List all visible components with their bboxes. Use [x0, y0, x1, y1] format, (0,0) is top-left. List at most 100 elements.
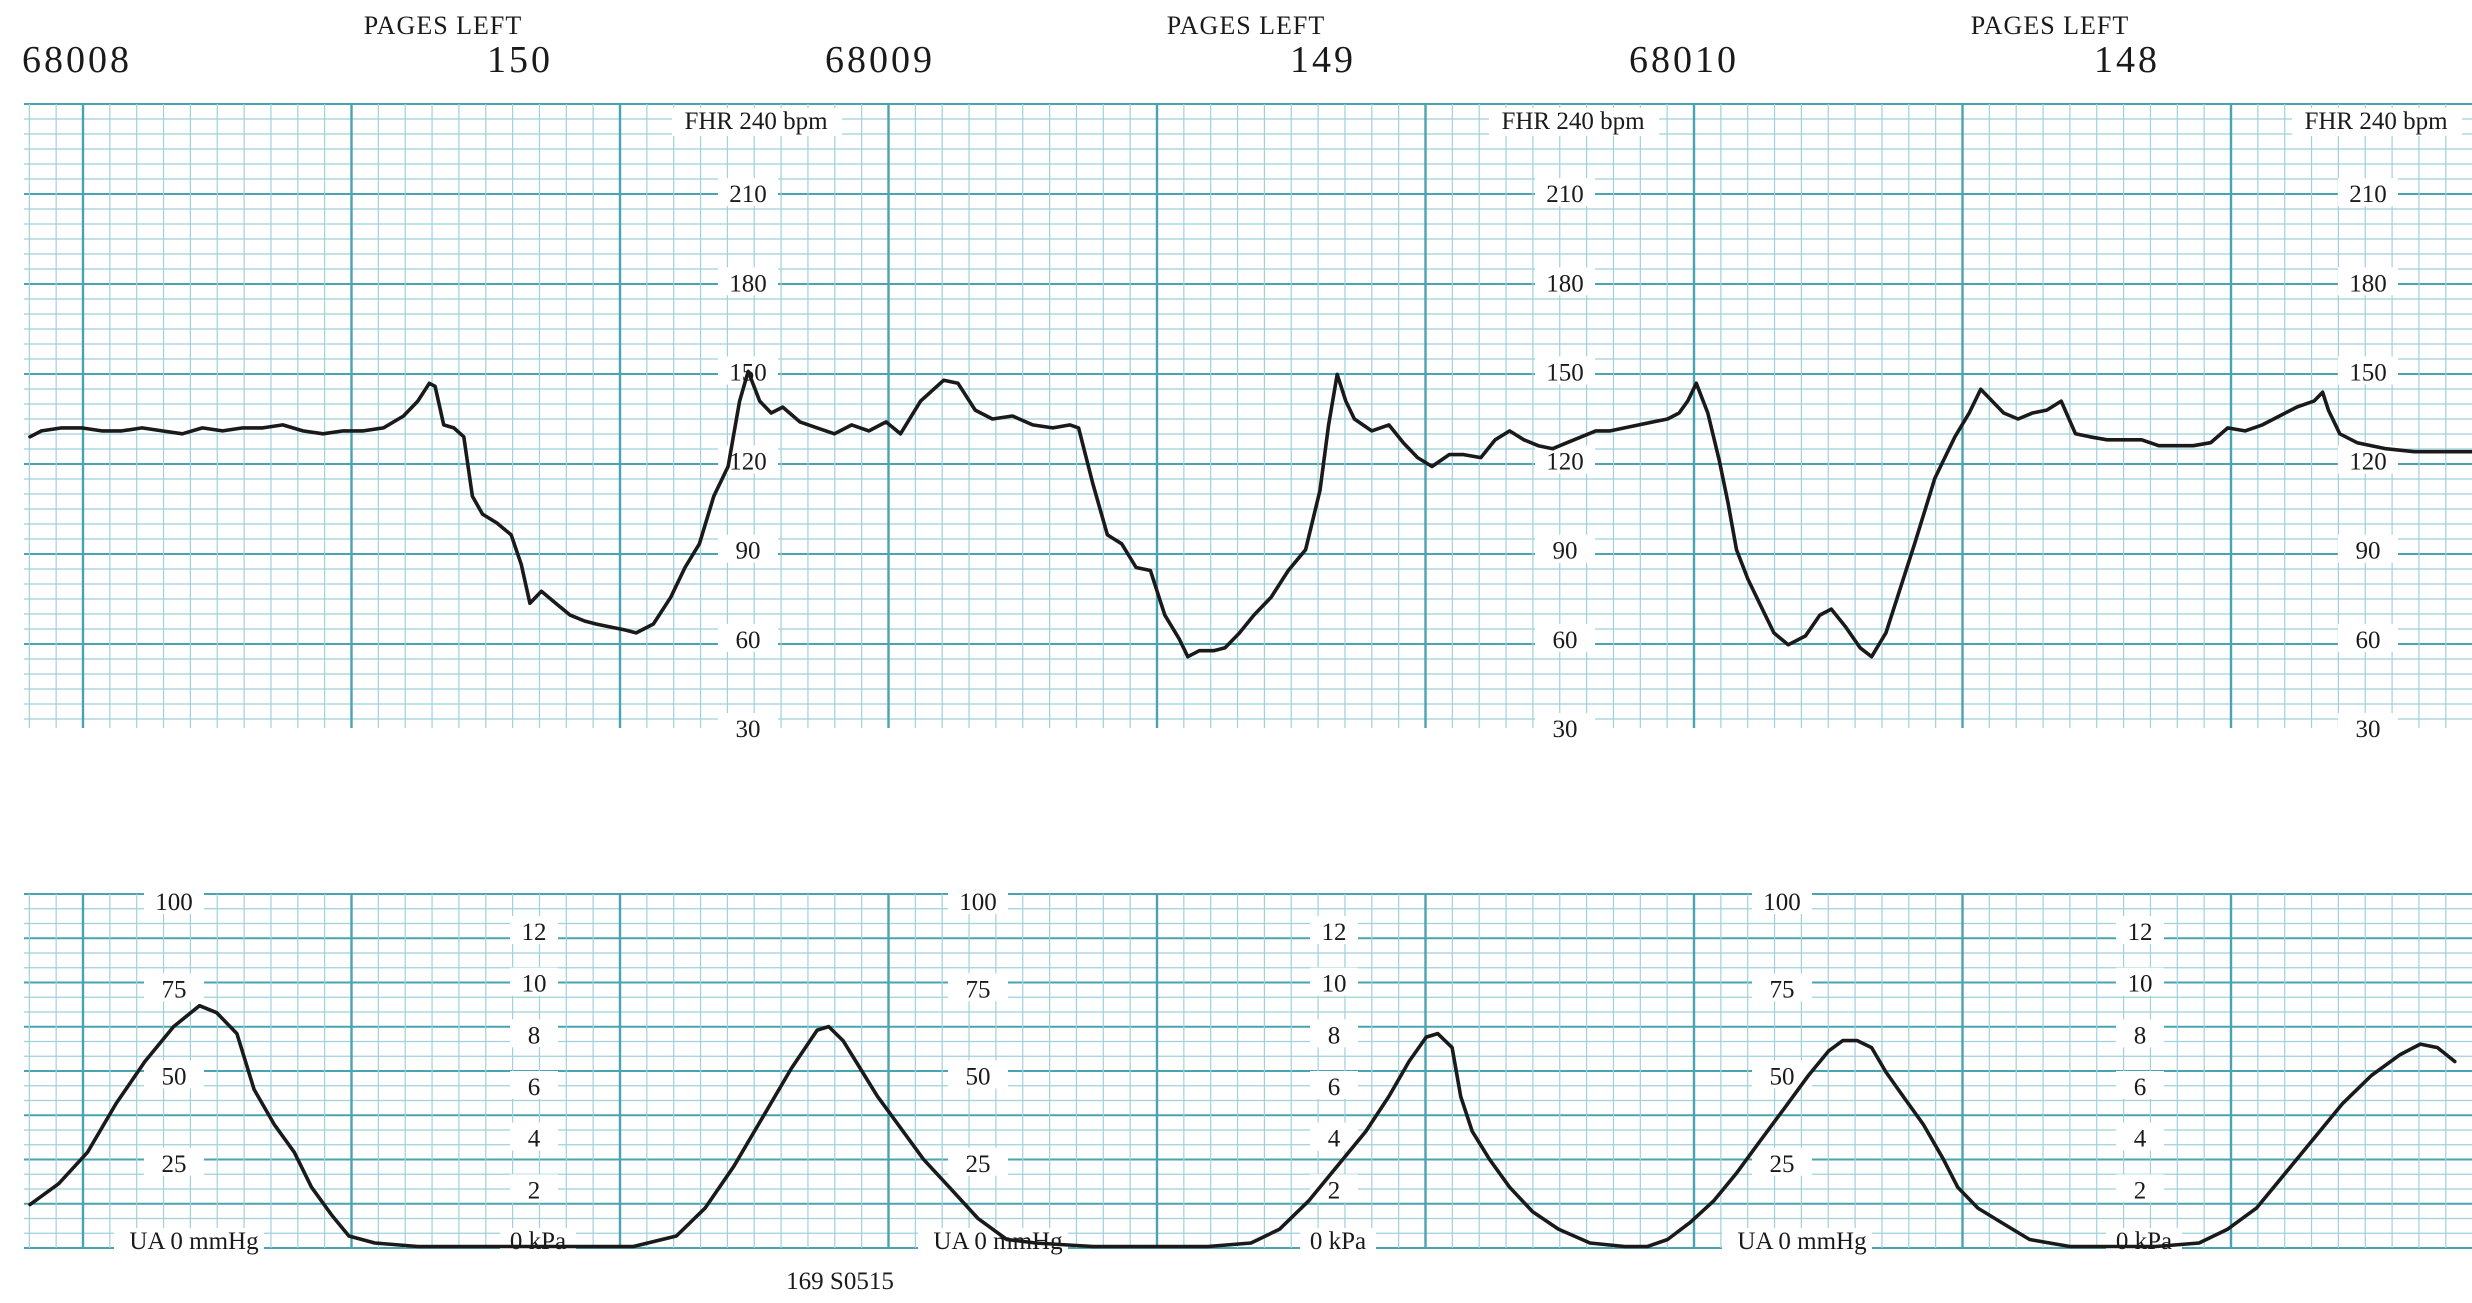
ua-tick-label: 25 [1770, 1151, 1795, 1178]
fhr-tick-label: 120 [2349, 449, 2387, 476]
tick-bg [1310, 1019, 1358, 1048]
kpa-tick-label: 6 [2134, 1074, 2147, 1101]
kpa-tick-label: 8 [1328, 1022, 1341, 1049]
ua-tick-label: 25 [162, 1151, 187, 1178]
fhr-tick-label: 60 [1553, 627, 1578, 654]
tick-bg [2338, 356, 2398, 385]
tick-bg [510, 1174, 558, 1203]
tick-bg [2116, 1019, 2164, 1048]
tick-bg [2338, 267, 2398, 296]
fhr-tick-label: 60 [2356, 627, 2381, 654]
tick-bg [1722, 1228, 1872, 1256]
pages-left-label: PAGES LEFT [1971, 11, 2130, 40]
fhr-axis-label: FHR 240 bpm [684, 108, 828, 135]
fhr-axis-label: FHR 240 bpm [1501, 108, 1645, 135]
kpa-tick-label: 12 [522, 919, 547, 946]
ua-tick-label: 75 [966, 976, 991, 1003]
kpa-tick-label: 4 [1328, 1126, 1341, 1153]
fhr-tick-label: 180 [1546, 270, 1584, 297]
tick-bg [1535, 178, 1595, 207]
tick-bg [1752, 973, 1812, 1002]
tick-bg [2338, 178, 2398, 207]
tick-bg [1535, 623, 1595, 652]
kpa-tick-label: 2 [2134, 1177, 2147, 1204]
grid [24, 103, 2472, 1249]
ua-tick-label: 50 [966, 1064, 991, 1091]
kpa-tick-label: 8 [2134, 1022, 2147, 1049]
tick-bg [144, 1147, 204, 1176]
kpa-tick-label: 8 [528, 1022, 541, 1049]
fhr-label-bg [672, 108, 842, 136]
tick-bg [114, 1228, 264, 1256]
tick-bg [2116, 967, 2164, 996]
ua-tick-label: 100 [155, 889, 193, 916]
tick-bg [718, 623, 778, 652]
kpa-axis-label: 0 kPa [2116, 1228, 2172, 1255]
tick-bg [1752, 886, 1812, 914]
tick-bg [1310, 1071, 1358, 1099]
ua-trace-line [28, 1003, 2457, 1249]
page-id: 68009 [825, 39, 935, 81]
fhr-tick-label: 30 [2356, 716, 2381, 743]
tick-bg [718, 267, 778, 296]
tick-bg [2116, 916, 2164, 944]
fhr-tick-label: 120 [729, 449, 767, 476]
fhr-label-bg [1489, 108, 1659, 136]
fhr-tick-label: 150 [1546, 359, 1584, 386]
fhr-tick-label: 60 [736, 627, 761, 654]
ua-tick-label: 75 [162, 976, 187, 1003]
fhr-tick-label: 90 [1553, 538, 1578, 565]
tick-bg [144, 886, 204, 914]
tick-bg [948, 1147, 1008, 1176]
tick-bg [948, 973, 1008, 1002]
tick-bg [1535, 713, 1595, 741]
tick-bg [1310, 916, 1358, 944]
kpa-tick-label: 6 [1328, 1074, 1341, 1101]
tick-bg [1310, 967, 1358, 996]
kpa-tick-label: 4 [528, 1126, 541, 1153]
tick-bg [1300, 1228, 1376, 1256]
tick-bg [510, 967, 558, 996]
tick-bg [500, 1228, 576, 1256]
tick-bg [1535, 356, 1595, 385]
tick-bg [2106, 1228, 2182, 1256]
tick-bg [144, 973, 204, 1002]
kpa-axis-label: 0 kPa [1310, 1228, 1366, 1255]
tick-bg [1535, 267, 1595, 296]
tick-bg [718, 713, 778, 741]
fhr-tick-label: 210 [2349, 181, 2387, 208]
tick-bg [510, 1019, 558, 1048]
ua-tick-label: 100 [1763, 889, 1801, 916]
ua-tick-label: 50 [162, 1064, 187, 1091]
tick-bg [2116, 1071, 2164, 1099]
fhr-axis-label: FHR 240 bpm [2304, 108, 2448, 135]
kpa-tick-label: 10 [1322, 971, 1347, 998]
tick-bg [718, 178, 778, 207]
ua-tick-label: 25 [966, 1151, 991, 1178]
ua-axis-label: UA 0 mmHg [129, 1228, 259, 1255]
ua-tick-label: 100 [959, 889, 997, 916]
tick-bg [2116, 1122, 2164, 1151]
ua-tick-label: 50 [1770, 1064, 1795, 1091]
kpa-tick-label: 12 [1322, 919, 1347, 946]
tick-bg [948, 1060, 1008, 1089]
kpa-tick-label: 12 [2128, 919, 2153, 946]
pages-left-label: PAGES LEFT [364, 11, 523, 40]
fhr-tick-label: 30 [1553, 716, 1578, 743]
kpa-tick-label: 10 [522, 971, 547, 998]
tick-bg [510, 1122, 558, 1151]
fhr-label-bg [2292, 108, 2462, 136]
tick-bg [2338, 713, 2398, 741]
kpa-tick-label: 10 [2128, 971, 2153, 998]
fhr-tick-label: 30 [736, 716, 761, 743]
kpa-tick-label: 2 [1328, 1177, 1341, 1204]
tick-bg [1752, 1147, 1812, 1176]
pages-left-count: 150 [487, 39, 553, 81]
tick-bg [2338, 534, 2398, 563]
fhr-tick-label: 120 [1546, 449, 1584, 476]
ua-tick-label: 75 [1770, 976, 1795, 1003]
kpa-tick-label: 6 [528, 1074, 541, 1101]
pages-left-label: PAGES LEFT [1167, 11, 1326, 40]
